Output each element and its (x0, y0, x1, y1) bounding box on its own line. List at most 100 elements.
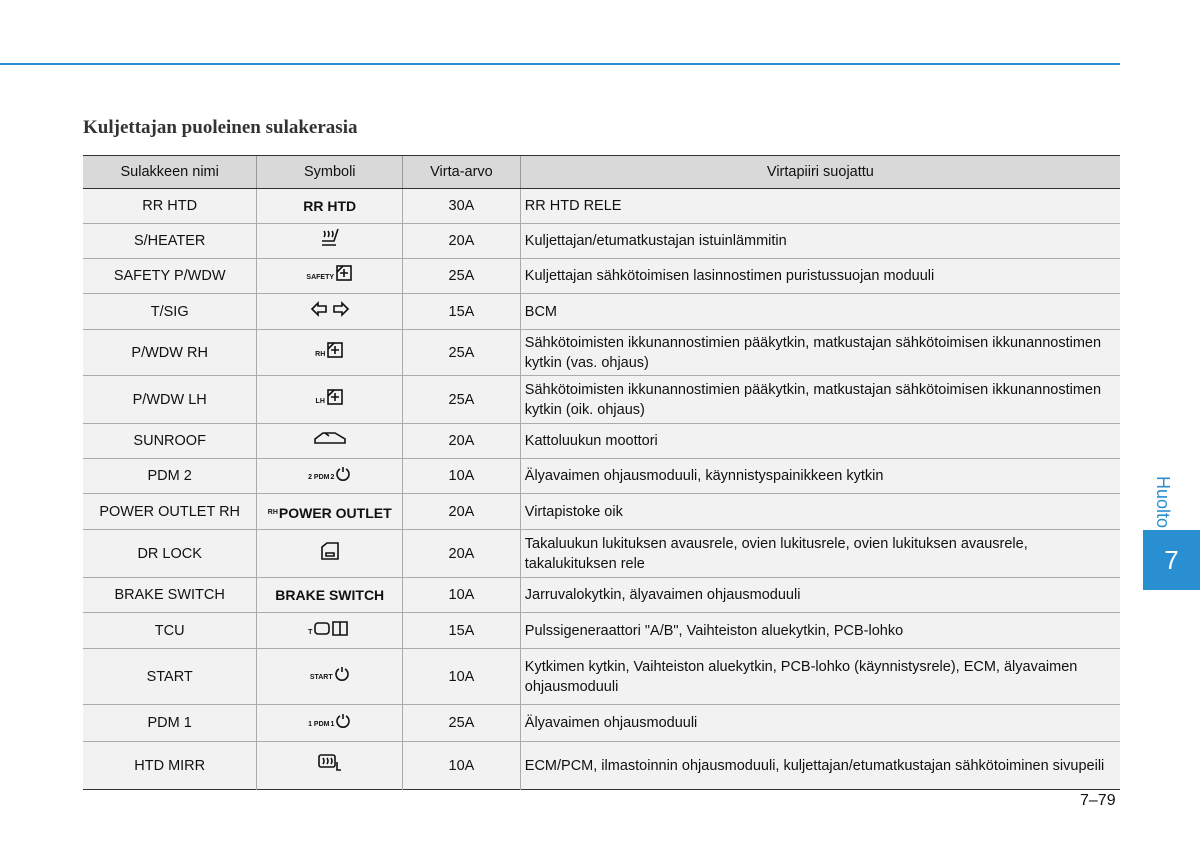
fuse-rating: 15A (402, 293, 521, 330)
fuse-circuit: Jarruvalokytkin, älyavaimen ohjausmoduul… (519, 577, 1120, 613)
table-row: S/HEATER 20A Kuljettajan/etumatkustajan is… (83, 223, 1120, 259)
fuse-symbol: RH (256, 329, 403, 376)
symbol-text: SAFETY (306, 274, 335, 281)
table-row: SAFETY P/WDW SAFETY 25A Kuljettajan sähköto… (83, 258, 1120, 294)
symbol-icon (317, 752, 343, 780)
symbol-icon (335, 264, 353, 288)
fuse-name: HTD MIRR (83, 741, 257, 790)
symbol-text: START (309, 674, 333, 681)
table-row: POWER OUTLET RH RH POWER OUTLET 20A Virtapis… (83, 493, 1120, 530)
column-header: Symboli (256, 155, 403, 189)
fuse-rating: 10A (402, 741, 521, 790)
table-row: P/WDW LH LH 25A Sähkötoimisten ikkunannosti… (83, 375, 1120, 424)
fuse-symbol: LH (256, 375, 403, 424)
symbol-text: LH (315, 397, 325, 405)
symbol-icon (318, 227, 342, 255)
symbol-icon (319, 541, 341, 567)
table-row: START START 10A Kytkimen kytkin, Vaihteisto… (83, 648, 1120, 705)
fuse-name: DR LOCK (83, 529, 257, 578)
fuse-name: T/SIG (83, 293, 257, 330)
symbol: RH (315, 341, 344, 365)
fuse-name: P/WDW RH (83, 329, 257, 376)
fuse-symbol (256, 423, 403, 459)
fuse-rating: 20A (402, 529, 521, 578)
fuse-rating: 20A (402, 493, 521, 530)
fuse-circuit: Älyavaimen ohjausmoduuli (519, 704, 1120, 742)
fuse-circuit: Kuljettajan/etumatkustajan istuinlämmiti… (519, 223, 1120, 259)
fuse-circuit: Pulssigeneraattori "A/B", Vaihteiston al… (519, 612, 1120, 649)
fuse-rating: 25A (402, 329, 521, 376)
fuse-name: POWER OUTLET RH (83, 493, 257, 530)
fuse-circuit: Virtapistoke oik (519, 493, 1120, 530)
fuse-name: START (83, 648, 257, 705)
fuse-symbol: RH POWER OUTLET (256, 493, 403, 530)
fuse-rating: 30A (402, 188, 521, 224)
fuse-name: SAFETY P/WDW (83, 258, 257, 294)
fuse-circuit: Sähkötoimisten ikkunannostimien pääkytki… (519, 329, 1120, 376)
fuse-symbol (256, 293, 403, 330)
symbol (313, 429, 347, 453)
table-row: HTD MIRR 10A ECM/PCM, ilmastoinnin ohjausm… (83, 741, 1120, 790)
page-number: 7–79 (1080, 792, 1116, 809)
fuse-circuit: BCM (519, 293, 1120, 330)
symbol-text: RH (267, 509, 278, 516)
fuse-circuit: Kytkimen kytkin, Vaihteiston aluekytkin,… (519, 648, 1120, 705)
symbol-icon (334, 666, 350, 688)
symbol-icon (310, 300, 350, 323)
fuse-circuit: Älyavaimen ohjausmoduuli, käynnistyspain… (519, 458, 1120, 494)
symbol-text: 1 PDM (308, 720, 330, 728)
symbol-text: 2 (330, 473, 335, 481)
chapter-tab: 7 (1143, 530, 1200, 590)
fuse-rating: 20A (402, 423, 521, 459)
symbol-icon (335, 713, 351, 735)
symbol: RR HTD (303, 196, 356, 216)
symbol-icon (326, 341, 344, 365)
table-row: RR HTD RR HTD 30A RR HTD RELE (83, 188, 1120, 224)
fuse-name: RR HTD (83, 188, 257, 224)
symbol (319, 541, 341, 567)
symbol: LH (316, 388, 344, 412)
symbol: RH POWER OUTLET (268, 503, 392, 523)
table-row: PDM 1 1 PDM 1 25A Älyavaimen ohjausmoduuli (83, 704, 1120, 742)
symbol-icon (335, 466, 351, 488)
symbol: 1 PDM 1 (308, 713, 351, 735)
fuse-circuit: Sähkötoimisten ikkunannostimien pääkytki… (519, 375, 1120, 424)
fuse-circuit: RR HTD RELE (519, 188, 1120, 224)
symbol: T (308, 619, 351, 643)
fuse-circuit: ECM/PCM, ilmastoinnin ohjausmoduuli, kul… (519, 741, 1120, 790)
symbol (317, 752, 343, 780)
fuse-circuit: Takaluukun lukituksen avausrele, ovien l… (519, 529, 1120, 578)
symbol: 2 PDM 2 (308, 466, 351, 488)
top-rule (0, 63, 1120, 65)
column-header: Virtapiiri suojattu (519, 155, 1120, 189)
symbol: BRAKE SWITCH (275, 585, 384, 605)
symbol-icon (313, 429, 347, 453)
symbol (310, 300, 350, 323)
symbol-text: 1 (330, 720, 335, 728)
fuse-rating: 10A (402, 648, 521, 705)
fuse-rating: 20A (402, 223, 521, 259)
fuse-name: TCU (83, 612, 257, 649)
fuse-symbol: 1 PDM 1 (256, 704, 403, 742)
fuse-symbol (256, 223, 403, 259)
fuse-rating: 25A (402, 258, 521, 294)
table-row: T/SIG 15A BCM (83, 293, 1120, 330)
fuse-rating: 15A (402, 612, 521, 649)
column-header: Virta-arvo (402, 155, 521, 189)
symbol (318, 227, 342, 255)
title: Kuljettajan puoleinen sulakerasia (83, 117, 358, 138)
symbol-text: POWER OUTLET (278, 505, 392, 521)
symbol: START (310, 666, 350, 688)
fuse-rating: 25A (402, 375, 521, 424)
table-row: PDM 2 2 PDM 2 10A Älyavaimen ohjausmoduuli, … (83, 458, 1120, 494)
fuse-circuit: Kuljettajan sähkötoimisen lasinnostimen … (519, 258, 1120, 294)
table-row: DR LOCK 20A Takaluukun lukituksen avausrel… (83, 529, 1120, 578)
symbol-icon (313, 619, 351, 643)
fuse-name: S/HEATER (83, 223, 257, 259)
fuse-rating: 25A (402, 704, 521, 742)
symbol-text: 2 PDM (308, 473, 330, 481)
fuse-name: PDM 1 (83, 704, 257, 742)
fuse-symbol: T (256, 612, 403, 649)
fuse-table: Sulakkeen nimi Symboli Virta-arvo Virtapiir… (83, 155, 1120, 790)
